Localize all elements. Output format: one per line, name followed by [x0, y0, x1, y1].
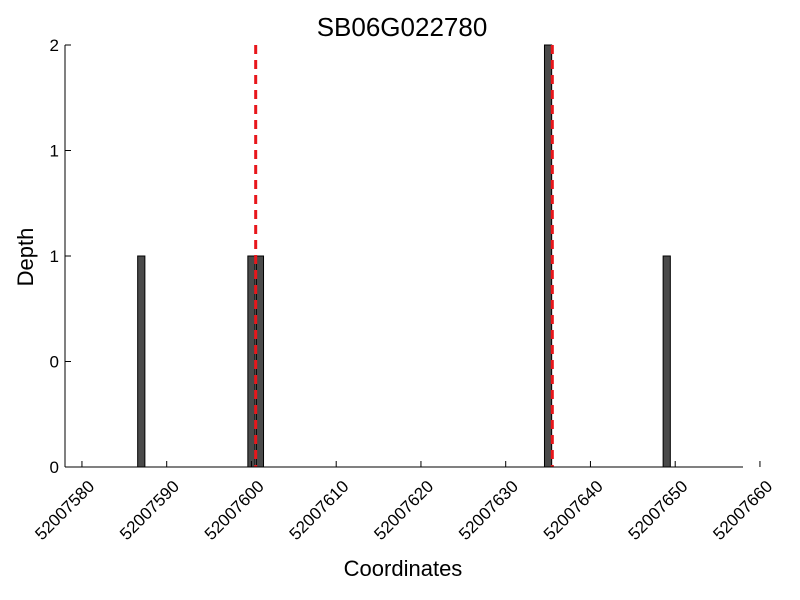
x-tick-label-4: 52007620 — [370, 477, 437, 544]
markers-layer — [254, 45, 554, 467]
x-tick-label-6: 52007640 — [540, 477, 607, 544]
x-tick-label-3: 52007610 — [286, 477, 353, 544]
y-tick-label-3: 1 — [50, 142, 59, 161]
x-axis-label: Coordinates — [344, 556, 463, 581]
x-tick-label-5: 52007630 — [455, 477, 522, 544]
bar-0-1 — [247, 255, 256, 468]
y-axis-label: Depth — [13, 228, 38, 287]
axes — [64, 45, 743, 468]
bar-0-2 — [255, 255, 265, 468]
x-tick-label-0: 52007580 — [31, 477, 98, 544]
y-tick-label-4: 2 — [50, 36, 59, 55]
x-tick-label-1: 52007590 — [116, 477, 183, 544]
x-tick-label-7: 52007650 — [625, 477, 692, 544]
x-tick-label-8: 52007660 — [709, 477, 776, 544]
y-tick-label-2: 1 — [50, 247, 59, 266]
bar-0-3 — [543, 44, 553, 468]
x-tick-label-2: 52007600 — [201, 477, 268, 544]
bar-0-4 — [662, 255, 671, 468]
bars-layer — [137, 44, 671, 468]
y-tick-label-1: 0 — [50, 353, 59, 372]
bar-0-0 — [137, 255, 146, 468]
y-ticks: 0 0 1 1 2 — [50, 36, 71, 477]
x-ticks: 52007580 52007590 52007600 52007610 52007620… — [31, 461, 776, 544]
chart-title: SB06G022780 — [317, 12, 488, 42]
y-tick-label-0: 0 — [50, 458, 59, 477]
